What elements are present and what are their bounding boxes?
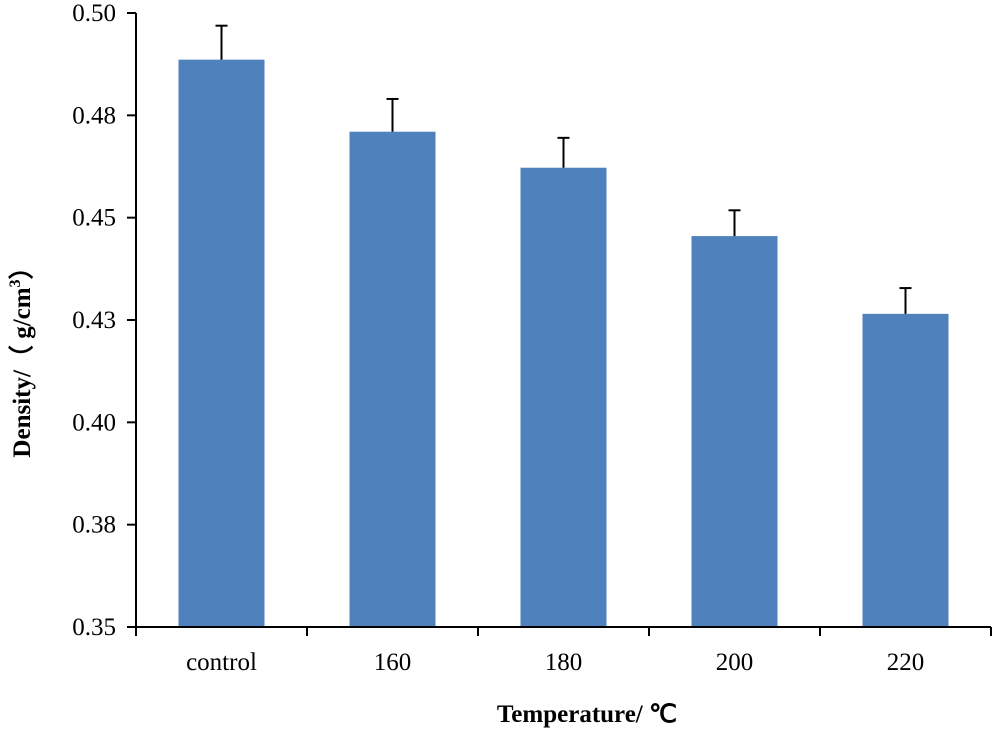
bar-control <box>178 59 265 627</box>
x-tick-label: control <box>186 649 257 676</box>
x-tick-label: 160 <box>374 649 412 676</box>
x-axis-tick-labels: control 160 180 200 220 <box>186 649 924 676</box>
bar-220 <box>862 313 949 627</box>
y-tick-label: 0.43 <box>72 307 116 334</box>
x-tick-label: 220 <box>887 649 925 676</box>
y-axis-title-end: ） <box>7 254 36 279</box>
y-tick-label: 0.40 <box>72 409 116 436</box>
x-tick-label: 180 <box>545 649 583 676</box>
y-tick-label: 0.50 <box>72 0 116 27</box>
bar-180 <box>520 167 607 627</box>
x-axis-title: Temperature/ ℃ <box>497 701 677 728</box>
bars <box>178 59 949 627</box>
y-tick-label: 0.35 <box>72 614 116 641</box>
y-tick-label: 0.38 <box>72 512 116 539</box>
x-axis-ticks <box>135 627 992 636</box>
y-tick-label: 0.48 <box>72 102 116 129</box>
y-axis-ticks <box>127 12 136 628</box>
error-bars <box>215 24 912 314</box>
bar-200 <box>691 236 778 627</box>
y-axis-tick-labels: 0.35 0.38 0.40 0.43 0.45 0.48 0.50 <box>72 0 116 641</box>
y-axis-title-superscript: 3 <box>7 279 24 287</box>
y-axis-title-main: Density/（ g/cm <box>7 287 36 457</box>
bar-160 <box>349 131 436 627</box>
y-tick-label: 0.45 <box>72 205 116 232</box>
y-axis-title: Density/（ g/cm3） <box>7 254 36 457</box>
x-tick-label: 200 <box>716 649 754 676</box>
